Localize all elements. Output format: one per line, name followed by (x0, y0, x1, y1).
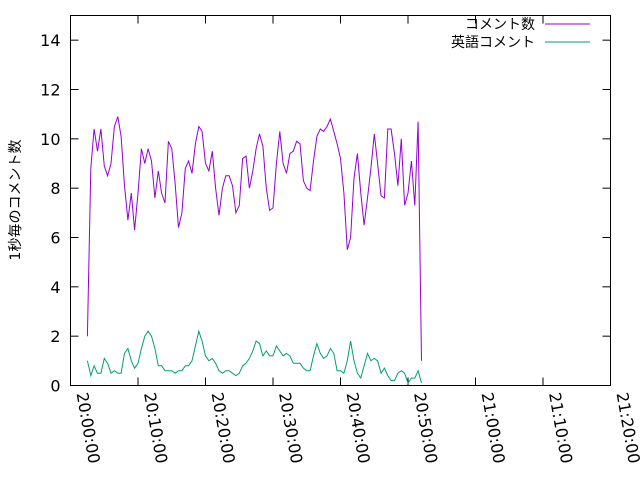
y-axis: 0 2 4 6 8 10 12 14 (40, 31, 611, 396)
legend-label: コメント数 (465, 17, 535, 33)
plot-frame (70, 15, 611, 386)
x-tick-label: 20:30:00 (275, 391, 306, 465)
y-tick-label: 8 (50, 179, 60, 198)
x-tick-label: 20:20:00 (208, 391, 239, 465)
y-tick-label: 0 (50, 377, 60, 396)
y-tick-label: 12 (40, 81, 60, 100)
series-line-0 (86, 116, 422, 361)
x-tick-label: 20:00:00 (73, 391, 104, 465)
y-tick-label: 4 (50, 278, 60, 297)
y-tick-label: 6 (50, 229, 60, 248)
x-tick-label: 20:50:00 (410, 391, 441, 465)
x-tick-label: 20:10:00 (140, 391, 171, 465)
y-tick-label: 14 (40, 31, 60, 50)
y-tick-label: 2 (50, 327, 60, 346)
x-tick-label: 20:40:00 (343, 391, 374, 465)
y-tick-label: 10 (40, 130, 60, 149)
x-tick-label: 21:20:00 (613, 391, 640, 465)
x-tick-label: 21:10:00 (545, 391, 576, 465)
legend-label: 英語コメント (451, 34, 535, 51)
x-tick-label: 21:00:00 (478, 391, 509, 465)
y-axis-label: 1秒毎のコメント数 (8, 140, 24, 261)
series-line-1 (86, 329, 422, 385)
x-axis: 20:00:00 20:10:00 20:20:00 20:30:00 20:40:00… (70, 15, 640, 465)
series-layer (86, 116, 422, 385)
